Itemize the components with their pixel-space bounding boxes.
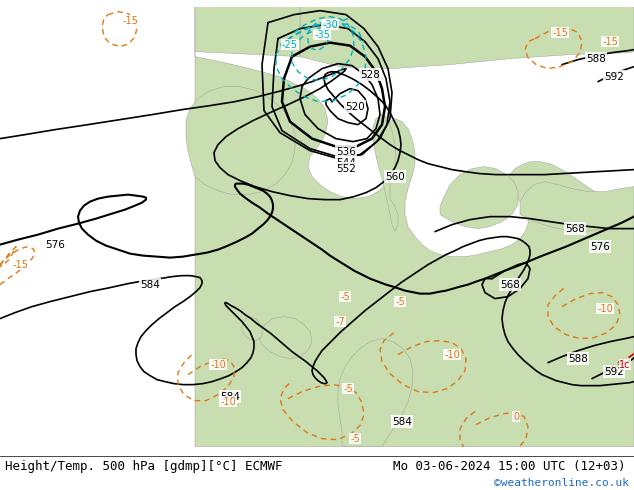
Text: -10: -10 — [210, 360, 226, 369]
Text: -5: -5 — [340, 292, 350, 302]
Text: -15: -15 — [602, 37, 618, 47]
Text: 584: 584 — [140, 280, 160, 290]
Text: 592: 592 — [604, 72, 624, 82]
Text: ©weatheronline.co.uk: ©weatheronline.co.uk — [494, 478, 629, 488]
Text: 588: 588 — [586, 53, 606, 64]
Text: -5: -5 — [343, 384, 353, 393]
Text: 528: 528 — [360, 70, 380, 80]
Text: -15: -15 — [552, 27, 568, 38]
Text: Mo 03-06-2024 15:00 UTC (12+03): Mo 03-06-2024 15:00 UTC (12+03) — [393, 460, 626, 473]
Text: 592: 592 — [604, 367, 624, 377]
Text: -10: -10 — [444, 350, 460, 360]
Polygon shape — [195, 7, 634, 446]
Polygon shape — [300, 7, 634, 69]
Text: -10: -10 — [597, 304, 613, 314]
Text: -30: -30 — [322, 20, 338, 29]
Text: 0: 0 — [513, 412, 519, 421]
Text: -15: -15 — [122, 16, 138, 25]
Text: 520: 520 — [345, 101, 365, 112]
Text: 544: 544 — [336, 158, 356, 168]
Polygon shape — [373, 115, 398, 232]
Text: -10: -10 — [220, 396, 236, 407]
Text: 576: 576 — [590, 242, 610, 252]
Text: 568: 568 — [565, 223, 585, 234]
Polygon shape — [258, 317, 312, 359]
Polygon shape — [440, 167, 518, 229]
Text: -5: -5 — [350, 434, 360, 443]
Text: 1c: 1c — [619, 360, 631, 369]
Text: 584: 584 — [392, 416, 412, 427]
Polygon shape — [242, 317, 262, 341]
Text: 576: 576 — [45, 240, 65, 249]
Text: 568: 568 — [500, 280, 520, 290]
Polygon shape — [338, 339, 413, 446]
Polygon shape — [520, 182, 634, 232]
Text: -7: -7 — [335, 317, 345, 327]
Text: 536: 536 — [336, 147, 356, 157]
Text: 588: 588 — [568, 354, 588, 364]
Text: Height/Temp. 500 hPa [gdmp][°C] ECMWF: Height/Temp. 500 hPa [gdmp][°C] ECMWF — [5, 460, 283, 473]
Text: -25: -25 — [282, 40, 298, 49]
Text: -35: -35 — [314, 29, 330, 40]
Text: 552: 552 — [336, 164, 356, 173]
Text: 560: 560 — [385, 172, 405, 182]
Polygon shape — [195, 7, 300, 57]
Text: -5: -5 — [395, 296, 405, 307]
Text: 584: 584 — [220, 392, 240, 402]
Polygon shape — [186, 87, 295, 195]
Text: -15: -15 — [12, 260, 28, 270]
